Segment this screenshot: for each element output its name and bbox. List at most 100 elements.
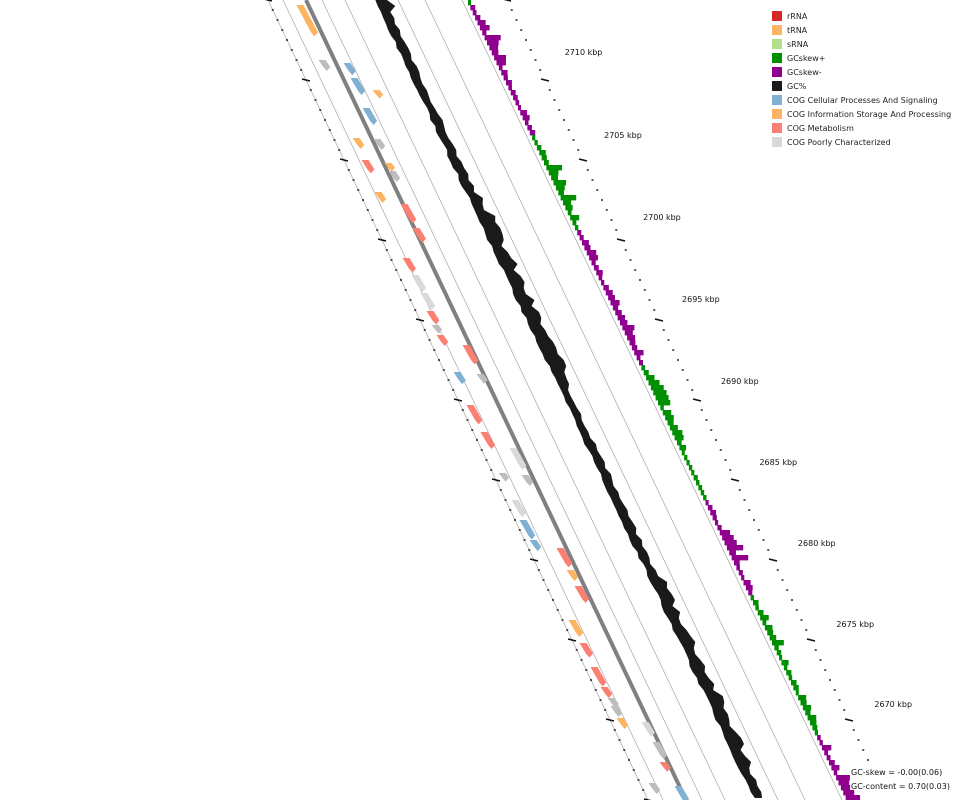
gc-skew-bar (693, 475, 698, 481)
gc-skew-bar (660, 405, 664, 411)
legend-label: GCskew- (787, 67, 822, 77)
gene-arrow (579, 643, 593, 658)
legend-item-rrna: rRNA (772, 9, 951, 23)
gc-skew-bar (482, 30, 487, 36)
gc-skew-bar (805, 710, 811, 716)
gc-skew-bar (722, 535, 734, 541)
scale-tick (578, 158, 588, 162)
gene-arrow (343, 63, 356, 76)
gc-skew-bar (788, 675, 793, 681)
gene-arrow (426, 311, 440, 325)
scale-tick (339, 158, 349, 162)
scale-tick (415, 318, 425, 322)
gc-skew-bar (753, 600, 759, 606)
gc-skew-bar (696, 480, 700, 486)
gc-skew-bar (598, 275, 603, 281)
legend-label: GC% (787, 81, 807, 91)
track-guide-line (461, 0, 843, 800)
legend-item-cog-metabolism: COG Metabolism (772, 121, 951, 135)
gc-skew-bar (798, 695, 807, 701)
gc-skew-bar (560, 195, 577, 201)
gc-skew-bar (479, 25, 490, 31)
legend-item-gcskew-pos: GCskew+ (772, 51, 951, 65)
gene-arrow (466, 405, 483, 425)
legend-label: rRNA (787, 11, 808, 21)
gc-content-stat: GC-content = 0.70(0.03) (851, 782, 950, 791)
gc-skew-bar (688, 465, 693, 471)
gc-skew-bar (620, 320, 628, 326)
gc-skew-bar (601, 280, 605, 286)
gc-skew-bar (824, 750, 829, 756)
track-guide-line (321, 0, 703, 800)
scale-tick (503, 0, 512, 2)
gc-skew-bar (596, 270, 603, 276)
gc-skew-bar (544, 160, 549, 166)
gc-skew-bar (567, 210, 572, 216)
gc-skew-bar (574, 225, 579, 231)
legend-label: tRNA (787, 25, 808, 35)
gc-skew-bar (836, 775, 850, 781)
gc-skew-bar (691, 470, 695, 476)
gc-skew-bar (534, 140, 538, 146)
gc-skew-bar (546, 165, 563, 171)
gene-arrow (521, 475, 534, 486)
gc-skew-bar (553, 180, 567, 186)
track-guide-line (397, 0, 779, 800)
kbp-label: 2695 kbp (682, 295, 720, 304)
gc-skew-bar (634, 350, 644, 356)
gc-skew-bar (593, 265, 599, 271)
gene-arrow (652, 742, 668, 759)
gc-skew-bar (800, 700, 807, 706)
gc-skew-bar (646, 375, 655, 381)
scale-tick (730, 478, 740, 482)
gc-skew-bar (783, 665, 788, 671)
gc-skew-bar (498, 65, 503, 71)
track-guide-line (424, 0, 806, 800)
gc-skew-bar (703, 495, 707, 501)
gc-skew-bar (605, 290, 613, 296)
gene-arrow (574, 586, 590, 603)
track-guide-line (344, 0, 726, 800)
legend-item-gc-percent: GC% (772, 79, 951, 93)
gc-skew-bar (622, 325, 635, 331)
gc-skew-bar (558, 190, 564, 196)
gc-skew-bar (802, 705, 812, 711)
gene-arrow (318, 60, 331, 71)
gc-skew-bar (745, 585, 753, 591)
gc-skew-bar (643, 370, 649, 376)
gc-skew-bar (584, 245, 591, 251)
gc-skew-bar (570, 215, 580, 221)
legend-item-cog-poorly: COG Poorly Characterized (772, 135, 951, 149)
gc-skew-bar (743, 580, 751, 586)
gc-skew-bar (653, 390, 667, 396)
gc-skew-bar (515, 100, 520, 106)
gc-skew-bar (715, 520, 719, 526)
gc-skew-bar (762, 620, 767, 626)
scale-tick (529, 558, 539, 562)
gc-skew-bar (529, 130, 536, 136)
scale-tick (301, 78, 311, 82)
gc-skew-bar (698, 485, 703, 491)
gc-skew-bar (829, 760, 835, 766)
gene-arrow (590, 667, 607, 687)
gc-skew-bar (494, 55, 506, 61)
gene-arrow (373, 139, 386, 150)
gc-skew-bar (639, 360, 644, 366)
gc-skew-bar (629, 340, 636, 346)
gene-arrow (412, 228, 426, 243)
gc-skew-bar (710, 510, 717, 516)
gc-skew-bar (781, 660, 789, 666)
gc-skew-bar (510, 90, 516, 96)
gc-skew-bar (615, 310, 622, 316)
track-guide-lines (267, 0, 843, 800)
legend-swatch-icon (772, 11, 782, 21)
gc-skew-bar (610, 300, 620, 306)
kbp-label: 2685 kbp (759, 458, 797, 467)
gc-skew-bar (501, 70, 508, 76)
gc-skew-bar (672, 430, 683, 436)
gc-skew-bar (707, 505, 713, 511)
gc-skew-bar (468, 0, 471, 6)
gc-skew-bar (532, 135, 536, 141)
legend: rRNA tRNA sRNA GCskew+ GCskew- GC% COG C… (772, 9, 951, 149)
kbp-label: 2700 kbp (643, 213, 681, 222)
